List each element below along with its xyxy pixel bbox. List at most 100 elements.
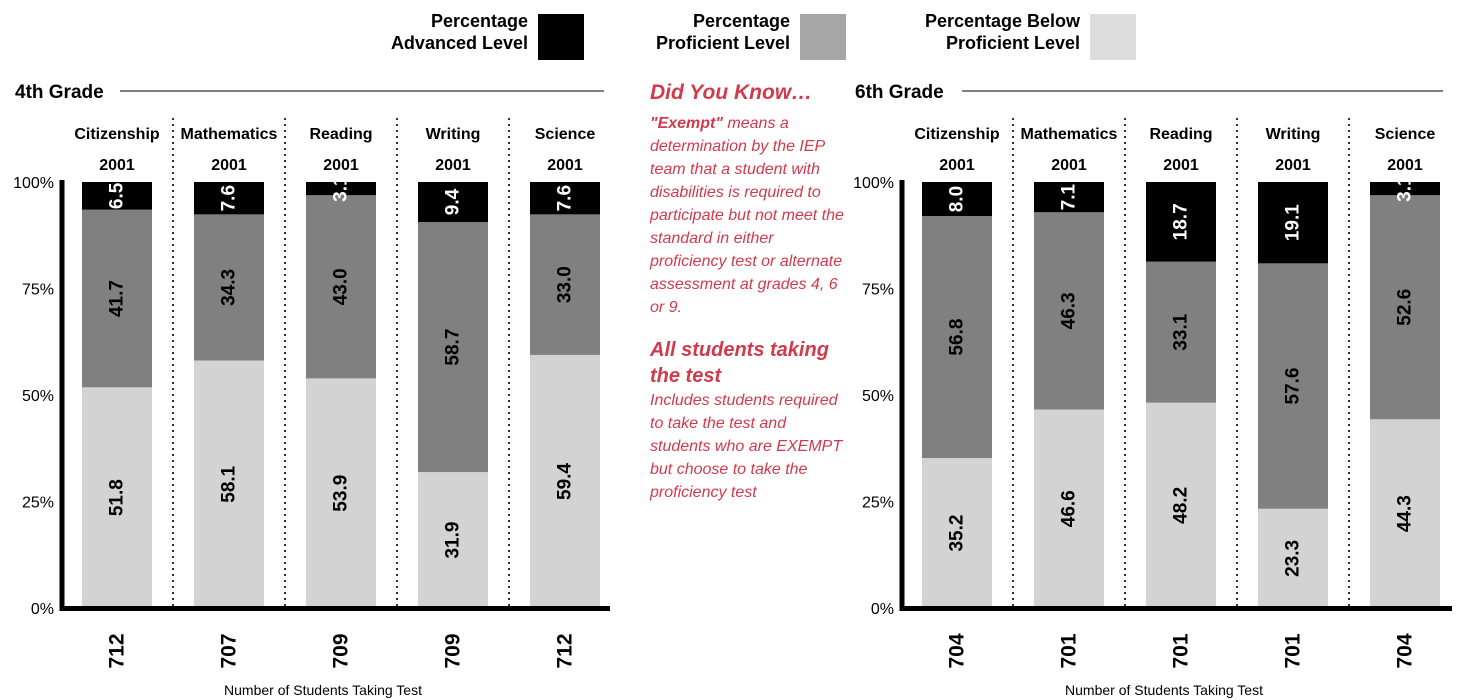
bar-segment-below xyxy=(922,458,992,608)
value-label-proficient: 41.7 xyxy=(107,280,128,317)
category-year-label: 2001 xyxy=(323,157,359,174)
category-year-label: 2001 xyxy=(1051,157,1087,174)
value-label-proficient: 58.7 xyxy=(443,329,464,366)
bar-segment-advanced xyxy=(194,182,264,215)
legend-advanced-swatch xyxy=(538,14,584,60)
student-count-label: 701 xyxy=(1170,633,1193,668)
y-tick-label: 75% xyxy=(22,282,54,299)
bar-segment-advanced xyxy=(1146,182,1216,262)
value-label-below: 44.3 xyxy=(1395,495,1416,532)
category-label: Mathematics xyxy=(1021,126,1118,143)
y-tick-label: 100% xyxy=(853,175,894,192)
legend-below-label: Percentage Below Proficient Level xyxy=(924,11,1080,53)
category-year-label: 2001 xyxy=(435,157,471,174)
category-year-label: 2001 xyxy=(547,157,583,174)
did-you-know-panel: Did You Know… "Exempt" means a determina… xyxy=(650,80,850,504)
exempt-definition: "Exempt" means a determination by the IE… xyxy=(650,112,850,319)
bar-segment-below xyxy=(1146,402,1216,608)
bar-segment-below xyxy=(530,354,600,608)
bar-segment-below xyxy=(1258,508,1328,608)
category-label: Science xyxy=(1375,126,1436,143)
legend-proficient: Percentage Proficient Level xyxy=(600,10,850,62)
bar-segment-advanced xyxy=(1258,182,1328,264)
category-year-label: 2001 xyxy=(99,157,135,174)
value-label-advanced: 8.0 xyxy=(947,186,968,212)
category-label: Writing xyxy=(1266,126,1321,143)
student-count-label: 701 xyxy=(1282,633,1305,668)
bar-segment-advanced xyxy=(530,182,600,215)
exempt-text: means a determination by the IEP team th… xyxy=(650,115,844,316)
value-label-proficient: 52.6 xyxy=(1395,289,1416,326)
y-tick-label: 75% xyxy=(862,282,894,299)
bar-segment-below xyxy=(418,472,488,608)
value-label-below: 53.9 xyxy=(331,475,352,512)
bar-segment-below xyxy=(1370,419,1440,608)
student-count-label: 709 xyxy=(442,633,465,668)
y-tick-label: 25% xyxy=(22,495,54,512)
bar-segment-proficient xyxy=(194,214,264,361)
legend-proficient-label: Percentage Proficient Level xyxy=(655,11,790,53)
exempt-term: "Exempt" xyxy=(650,115,723,132)
bar-segment-advanced xyxy=(1370,182,1440,196)
bar-segment-proficient xyxy=(1146,261,1216,403)
4th-grade-title: 4th Grade xyxy=(15,82,104,103)
value-label-proficient: 33.0 xyxy=(555,266,576,303)
bar-segment-below xyxy=(82,387,152,608)
category-label: Mathematics xyxy=(181,126,278,143)
value-label-advanced: 7.1 xyxy=(1059,183,1080,210)
bar-segment-advanced xyxy=(922,182,992,217)
legend-below: Percentage Below Proficient Level xyxy=(860,10,1140,62)
bar-segment-below xyxy=(1034,409,1104,608)
y-tick-label: 100% xyxy=(13,175,54,192)
bar-segment-below xyxy=(306,378,376,608)
value-label-below: 46.6 xyxy=(1059,490,1080,527)
bar-segment-proficient xyxy=(418,222,488,473)
value-label-below: 31.9 xyxy=(443,522,464,559)
value-label-advanced: 19.1 xyxy=(1283,204,1304,241)
y-tick-label: 50% xyxy=(22,388,54,405)
value-label-proficient: 56.8 xyxy=(947,319,968,356)
category-label: Citizenship xyxy=(914,126,1000,143)
value-label-advanced: 9.4 xyxy=(443,188,464,215)
all-students-heading: All students taking the test xyxy=(650,339,829,387)
category-year-label: 2001 xyxy=(939,157,975,174)
value-label-proficient: 57.6 xyxy=(1283,368,1304,405)
y-tick-label: 0% xyxy=(871,601,894,618)
bar-segment-proficient xyxy=(530,214,600,355)
value-label-proficient: 46.3 xyxy=(1059,292,1080,329)
category-year-label: 2001 xyxy=(1275,157,1311,174)
all-students-text: Includes students required to take the t… xyxy=(650,392,843,501)
student-count-label: 707 xyxy=(218,633,241,668)
x-axis-label: Number of Students Taking Test xyxy=(1065,682,1263,698)
category-label: Writing xyxy=(426,126,481,143)
value-label-advanced: 3.1 xyxy=(1395,175,1416,202)
category-label: Science xyxy=(535,126,596,143)
y-tick-label: 50% xyxy=(862,388,894,405)
bar-segment-proficient xyxy=(922,216,992,459)
category-year-label: 2001 xyxy=(211,157,247,174)
legend-below-swatch xyxy=(1090,14,1136,60)
student-count-label: 712 xyxy=(554,633,577,668)
category-year-label: 2001 xyxy=(1387,157,1423,174)
legend-proficient-swatch xyxy=(800,14,846,60)
legend-advanced: Percentage Advanced Level xyxy=(360,10,590,62)
bar-segment-advanced xyxy=(1034,182,1104,213)
6th-grade-title: 6th Grade xyxy=(855,82,944,103)
value-label-below: 23.3 xyxy=(1283,540,1304,577)
student-count-label: 701 xyxy=(1058,633,1081,668)
student-count-label: 712 xyxy=(106,633,129,668)
did-you-know-heading: Did You Know… xyxy=(650,81,813,104)
bar-segment-proficient xyxy=(1258,263,1328,509)
student-count-label: 704 xyxy=(1394,633,1417,668)
category-label: Reading xyxy=(1149,126,1212,143)
bar-segment-advanced xyxy=(82,182,152,210)
bar-segment-proficient xyxy=(1370,195,1440,420)
value-label-advanced: 7.6 xyxy=(555,185,576,211)
value-label-below: 58.1 xyxy=(219,465,240,502)
student-count-label: 704 xyxy=(946,633,969,668)
value-label-proficient: 43.0 xyxy=(331,268,352,305)
bar-segment-below xyxy=(194,360,264,608)
y-tick-label: 0% xyxy=(31,601,54,618)
